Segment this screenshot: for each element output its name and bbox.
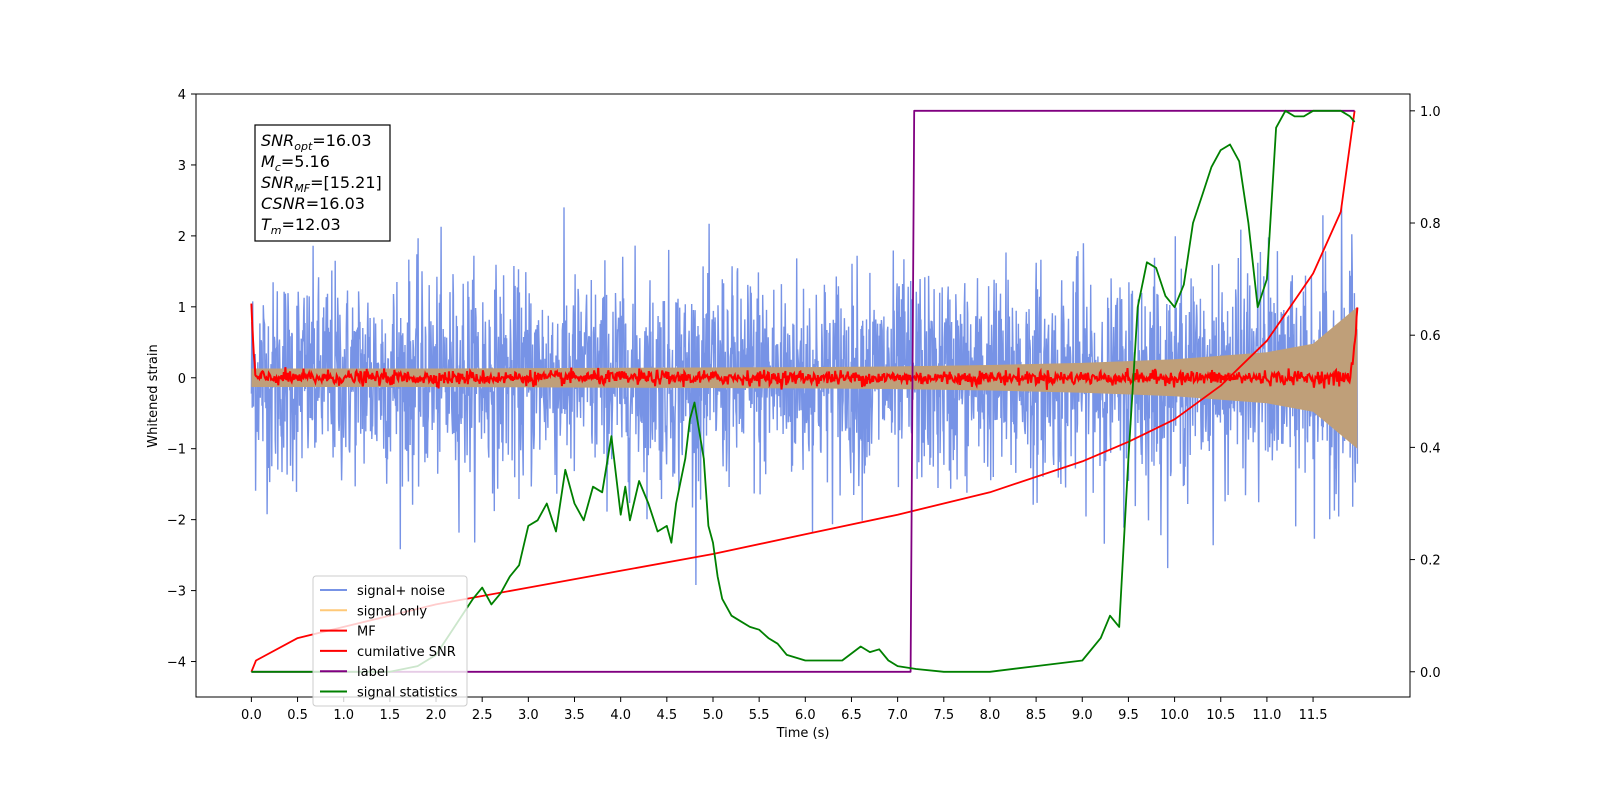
annotation-line: Mc=5.16	[261, 152, 330, 174]
x-tick-label: 4.5	[656, 708, 677, 723]
plot-frame	[195, 93, 1411, 698]
x-tick-label: 11.5	[1299, 708, 1328, 723]
legend-label: signal+ noise	[357, 584, 445, 599]
x-tick-label: 5.5	[749, 708, 770, 723]
x-tick-label: 0.5	[287, 708, 308, 723]
x-tick-label: 9.0	[1072, 708, 1093, 723]
legend-label: signal statistics	[357, 686, 458, 701]
x-tick-label: 5.0	[703, 708, 724, 723]
legend-label: label	[357, 665, 388, 680]
annotation-box: SNRopt=16.03Mc=5.16SNRMF=[15.21]CSNR=16.…	[254, 124, 391, 242]
y2-tick-label: 0.2	[1420, 554, 1441, 569]
y-tick-label: −4	[167, 656, 186, 671]
legend-label: signal only	[357, 604, 427, 619]
y-tick-label: 1	[178, 301, 186, 316]
annotation-line: Tm=12.03	[261, 215, 341, 237]
x-tick-label: 8.5	[1026, 708, 1047, 723]
x-tick-label: 1.5	[380, 708, 401, 723]
y-tick-label: −1	[167, 443, 186, 458]
legend-label: MF	[357, 625, 376, 640]
series-mf	[250, 303, 1359, 390]
annotation-line: CSNR=16.03	[261, 194, 365, 213]
x-tick-label: 11.0	[1252, 708, 1281, 723]
x-tick-label: 10.0	[1160, 708, 1189, 723]
x-tick-label: 10.5	[1206, 708, 1235, 723]
y-tick-label: 4	[178, 88, 186, 103]
legend-label: cumilative SNR	[357, 645, 456, 660]
y-axis-label: Whitened strain	[146, 344, 161, 447]
x-tick-label: 0.0	[241, 708, 262, 723]
legend: signal+ noise signal only MF cumilative SNR…	[312, 575, 468, 707]
y-tick-label: 3	[178, 159, 186, 174]
series-signal-statistics	[251, 109, 1356, 673]
y2-tick-label: 0.8	[1420, 217, 1441, 232]
annotation-line: SNRopt=16.03	[261, 131, 372, 153]
x-tick-label: 8.0	[980, 708, 1001, 723]
x-tick-label: 3.5	[564, 708, 585, 723]
y-tick-label: 2	[178, 230, 186, 245]
y2-tick-label: 0.6	[1420, 329, 1441, 344]
x-tick-label: 1.0	[333, 708, 354, 723]
y2-tick-label: 0.4	[1420, 441, 1441, 456]
x-axis-label: Time (s)	[776, 726, 830, 741]
x-tick-label: 7.0	[887, 708, 908, 723]
series-signal-only	[251, 306, 1358, 449]
y2-tick-label: 1.0	[1420, 105, 1441, 120]
x-tick-label: 4.0	[610, 708, 631, 723]
x-tick-label: 2.5	[472, 708, 493, 723]
annotation-line: SNRMF=[15.21]	[261, 173, 382, 195]
x-tick-label: 6.0	[795, 708, 816, 723]
x-tick-label: 3.0	[518, 708, 539, 723]
y-tick-label: −3	[167, 585, 186, 600]
x-tick-label: 9.5	[1118, 708, 1139, 723]
y2-tick-label: 0.0	[1420, 666, 1441, 681]
y-tick-label: −2	[167, 514, 186, 529]
series-label	[251, 109, 1355, 673]
y-tick-label: 0	[178, 372, 186, 387]
x-tick-label: 6.5	[841, 708, 862, 723]
x-tick-label: 7.5	[933, 708, 954, 723]
x-tick-label: 2.0	[426, 708, 447, 723]
